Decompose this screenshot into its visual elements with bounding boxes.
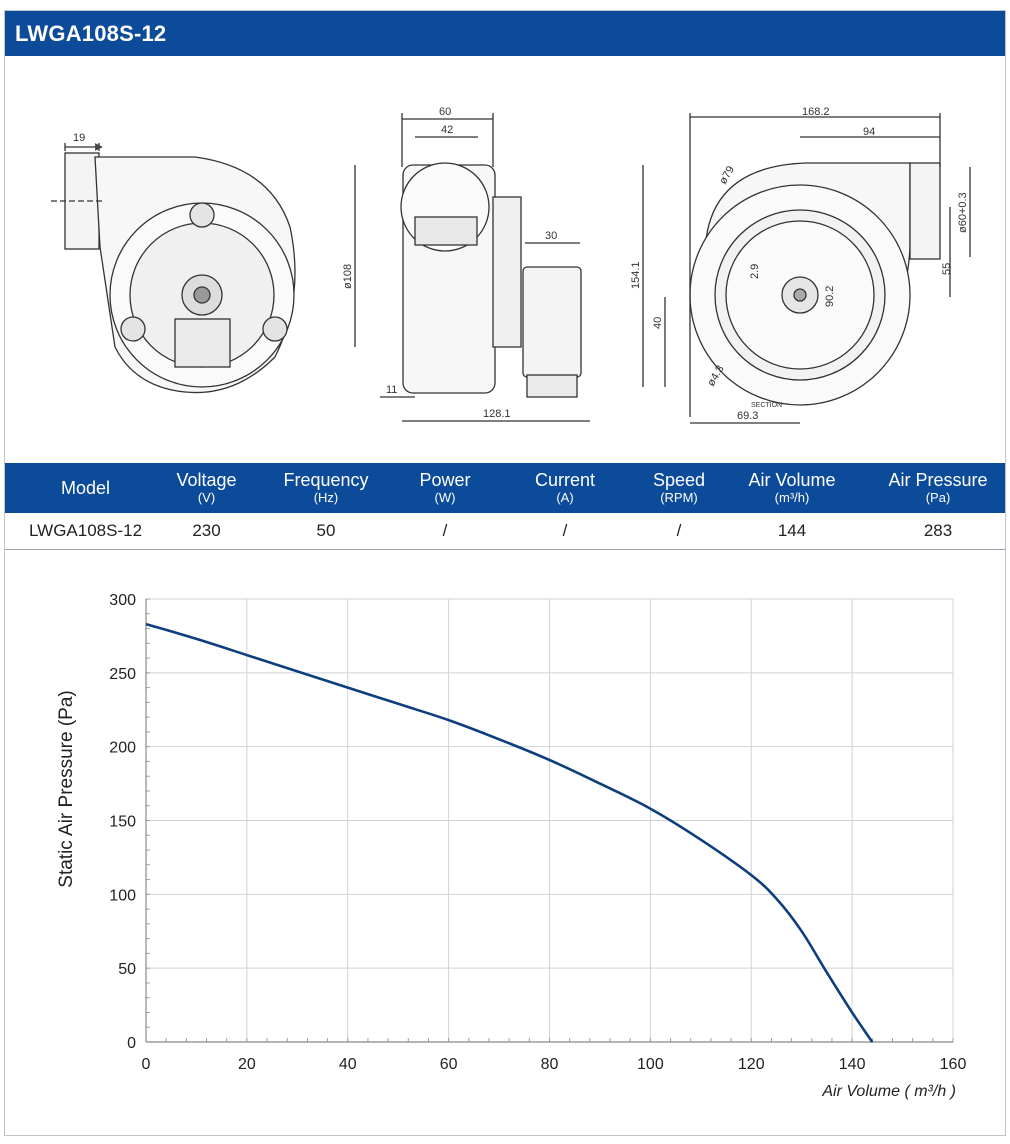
dim-40-label: 40 (652, 317, 664, 329)
x-tick-label: 160 (940, 1056, 967, 1073)
dim-128-label: 128.1 (483, 408, 511, 420)
y-tick-label: 150 (109, 814, 136, 831)
dim-42-label: 42 (441, 124, 453, 136)
y-tick-label: 250 (109, 666, 136, 683)
side-view-drawing (354, 113, 590, 422)
cell-power: / (442, 521, 448, 540)
front-view-drawing (51, 143, 296, 394)
dim-29-label: 2.9 (749, 264, 761, 279)
cell-current: / (562, 521, 568, 540)
cell-model: LWGA108S-12 (28, 521, 143, 540)
dim-154-label: 154.1 (630, 261, 642, 289)
y-tick-label: 300 (109, 592, 136, 609)
dim-19-label: 19 (73, 132, 85, 144)
col-voltage: Voltage (V) (176, 470, 237, 505)
y-tick-label: 200 (109, 740, 136, 757)
x-tick-label: 140 (839, 1056, 866, 1073)
x-tick-label: 120 (738, 1056, 765, 1073)
dim-55-label: 55 (941, 263, 953, 275)
col-power: Power (W) (419, 470, 471, 505)
dim-79-label: ø79 (717, 164, 737, 186)
section-label: SECTION (751, 402, 782, 409)
x-tick-label: 20 (238, 1056, 256, 1073)
cell-air-pressure: 283 (923, 521, 953, 540)
y-tick-label: 50 (118, 961, 136, 978)
col-frequency: Frequency (Hz) (283, 470, 369, 505)
col-air-pressure: Air Pressure (Pa) (888, 470, 988, 505)
x-tick-label: 40 (339, 1056, 357, 1073)
dim-902-label: 90.2 (824, 286, 836, 307)
performance-chart: 0 20 40 60 80 100 120 140 160050100150200250300 … (56, 592, 967, 1100)
y-axis-label: Static Air Pressure (Pa) (56, 690, 77, 887)
x-tick-label: 0 (142, 1056, 151, 1073)
dim-693-label: 69.3 (737, 410, 758, 422)
dim-94-label: 94 (863, 126, 875, 138)
x-tick-label: 80 (541, 1056, 559, 1073)
y-tick-label: 100 (109, 887, 136, 904)
dim-108-label: ø108 (342, 264, 354, 289)
col-air-volume: Air Volume (m³/h) (748, 470, 836, 505)
dim-30-label: 30 (545, 230, 557, 242)
x-axis-label: Air Volume ( m³/h ) (821, 1083, 956, 1100)
spec-table-row: LWGA108S-12 230 50 / / / 144 283 (5, 513, 1005, 550)
cell-air-volume: 144 (777, 521, 807, 540)
dim-60-label: 60 (439, 106, 451, 118)
dim-60-dia-label: ø60+0.3 (957, 192, 969, 233)
spec-table-header: Model Voltage (V) Frequency (Hz) Power (… (5, 463, 1005, 513)
back-view-drawing (642, 113, 971, 424)
title-bar: LWGA108S-12 (5, 11, 1005, 56)
cell-speed: / (676, 521, 682, 540)
col-speed: Speed (RPM) (652, 470, 706, 505)
y-tick-label: 0 (127, 1035, 136, 1052)
product-sheet: LWGA108S-12 19 (4, 10, 1006, 1136)
x-tick-label: 60 (440, 1056, 458, 1073)
cell-frequency: 50 (316, 521, 336, 540)
cell-voltage: 230 (192, 521, 221, 540)
pressure-volume-curve (145, 622, 874, 1043)
x-tick-label: 100 (637, 1056, 664, 1073)
dim-168-label: 168.2 (802, 106, 830, 118)
technical-drawings: 19 60 42 ø108 30 11 128.1 (51, 106, 971, 424)
spec-table: Model Voltage (V) Frequency (Hz) Power (… (5, 463, 1005, 550)
page-title: LWGA108S-12 (15, 21, 167, 46)
col-current: Current (A) (534, 470, 596, 505)
dim-11-label: 11 (386, 384, 397, 396)
col-model: Model (60, 478, 111, 498)
